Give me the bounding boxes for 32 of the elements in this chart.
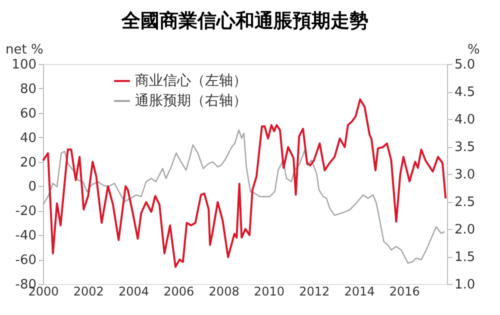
chart-title: 全國商業信心和通脹預期走勢 [120, 10, 368, 32]
x-tick-label: 2008 [208, 284, 240, 298]
y2-tick-label: 2.0 [454, 222, 476, 238]
x-tick-label: 2004 [118, 284, 150, 298]
x-tick-label: 2006 [164, 284, 194, 298]
y-tick-label: 0 [28, 180, 36, 195]
y2-tick-label: 4.0 [454, 112, 476, 128]
y-axis-title: net % [6, 42, 44, 58]
x-tick-label: 2012 [299, 284, 330, 298]
y-tick-label: 20 [20, 155, 36, 170]
y-tick-label: -40 [15, 228, 36, 244]
x-tick-label: 2010 [254, 284, 284, 298]
y-tick-label: -60 [15, 253, 36, 268]
y2-tick-label: 5.0 [454, 58, 476, 72]
y2-tick-label: 1.5 [454, 250, 476, 265]
x-tick-label: 2016 [389, 284, 420, 298]
y2-axis-title: % [468, 42, 480, 58]
y-tick-label: 60 [20, 106, 36, 122]
line-series [42, 129, 446, 264]
x-tick-label: 2002 [73, 284, 104, 298]
y2-tick-label: 2.5 [454, 195, 476, 210]
x-tick-label: 2014 [344, 284, 375, 298]
legend-label: 商业信心（左轴） [135, 73, 247, 89]
y-tick-label: 40 [20, 130, 36, 146]
y2-tick-label: 3.0 [454, 168, 476, 182]
legend-label: 通胀预期（右轴） [135, 93, 247, 109]
y-tick-label: -20 [15, 204, 36, 220]
y2-tick-label: 3.5 [454, 140, 476, 155]
y2-tick-label: 1.0 [454, 278, 476, 292]
y-tick-label: 80 [20, 82, 36, 97]
y-tick-label: 100 [12, 58, 36, 72]
y2-tick-label: 4.5 [454, 85, 476, 100]
